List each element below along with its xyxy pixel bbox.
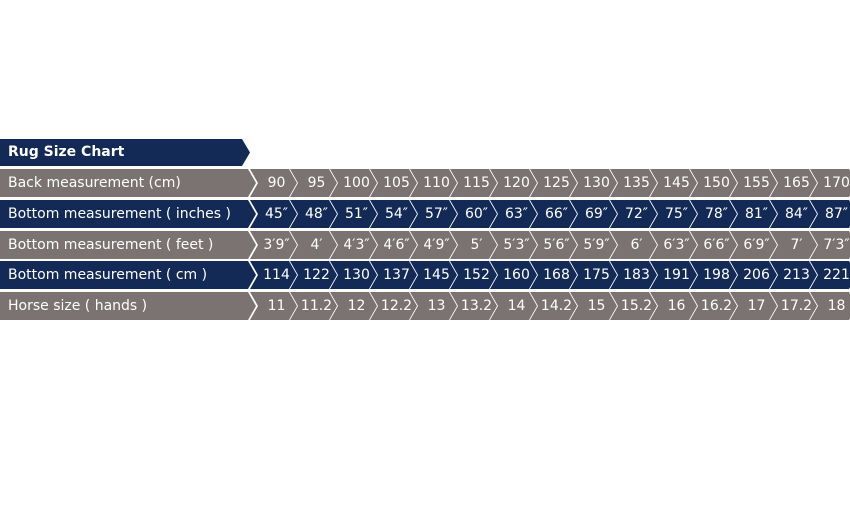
size-cell: 11.2 (290, 292, 337, 320)
table-row: Bottom measurement ( feet ) 3′9″ 4′ 4′3″ 4′6… (0, 231, 850, 259)
size-cell: 5′3″ (490, 231, 537, 259)
row-label: Horse size ( hands ) (0, 292, 256, 320)
size-cell: 14.2 (530, 292, 577, 320)
size-cell: 4′3″ (330, 231, 377, 259)
size-cell: 6′6″ (690, 231, 737, 259)
size-cell: 122 (290, 261, 337, 289)
size-cell: 95 (290, 169, 337, 197)
size-cell: 57″ (410, 200, 457, 228)
size-cell: 105 (370, 169, 417, 197)
size-cell: 7′ (770, 231, 817, 259)
size-cell: 165 (770, 169, 817, 197)
size-cell: 4′ (290, 231, 337, 259)
size-cell: 72″ (610, 200, 657, 228)
size-cell: 78″ (690, 200, 737, 228)
size-cell: 16 (650, 292, 697, 320)
size-cell: 168 (530, 261, 577, 289)
size-cell: 15.2 (610, 292, 657, 320)
table-row: Back measurement (cm) 90 95 100 105 110 115 120… (0, 169, 850, 197)
size-cell: 6′ (610, 231, 657, 259)
row-label: Bottom measurement ( cm ) (0, 261, 256, 289)
size-cell: 12.2 (370, 292, 417, 320)
row-label: Bottom measurement ( feet ) (0, 231, 256, 259)
size-cell: 51″ (330, 200, 377, 228)
size-cell: 183 (610, 261, 657, 289)
size-cell: 5′ (450, 231, 497, 259)
size-cell: 15 (570, 292, 617, 320)
size-cell: 6′3″ (650, 231, 697, 259)
size-cell: 54″ (370, 200, 417, 228)
size-cell: 13.2 (450, 292, 497, 320)
size-cell: 4′6″ (370, 231, 417, 259)
size-cell: 130 (330, 261, 377, 289)
table-row: Bottom measurement ( cm ) 114 122 130 137 145… (0, 261, 850, 289)
size-cell: 84″ (770, 200, 817, 228)
size-cell: 130 (570, 169, 617, 197)
size-cell: 145 (650, 169, 697, 197)
size-cell: 6′9″ (730, 231, 777, 259)
size-cell: 17 (730, 292, 777, 320)
size-cell: 13 (410, 292, 457, 320)
size-cell: 125 (530, 169, 577, 197)
size-cell: 145 (410, 261, 457, 289)
size-cell: 5′6″ (530, 231, 577, 259)
size-cell: 135 (610, 169, 657, 197)
row-label: Back measurement (cm) (0, 169, 256, 197)
size-cell: 115 (450, 169, 497, 197)
size-cell: 16.2 (690, 292, 737, 320)
size-cell: 175 (570, 261, 617, 289)
size-cell: 5′9″ (570, 231, 617, 259)
size-cell: 152 (450, 261, 497, 289)
size-cell: 12 (330, 292, 377, 320)
size-cell: 114 (250, 261, 297, 289)
size-cell: 170 (810, 169, 850, 197)
size-cell: 100 (330, 169, 377, 197)
size-cell: 48″ (290, 200, 337, 228)
size-cell: 14 (490, 292, 537, 320)
table-row: Bottom measurement ( inches ) 45″ 48″ 51″ 54… (0, 200, 850, 228)
size-cell: 120 (490, 169, 537, 197)
size-cell: 17.2 (770, 292, 817, 320)
size-cell: 69″ (570, 200, 617, 228)
size-cell: 45″ (250, 200, 297, 228)
size-cell: 3′9″ (250, 231, 297, 259)
size-cell: 137 (370, 261, 417, 289)
row-label: Bottom measurement ( inches ) (0, 200, 256, 228)
size-cell: 11 (250, 292, 297, 320)
size-cell: 75″ (650, 200, 697, 228)
size-cell: 66″ (530, 200, 577, 228)
size-cell: 213 (770, 261, 817, 289)
size-cell: 90 (250, 169, 297, 197)
chart-title: Rug Size Chart (0, 139, 250, 166)
size-cell: 160 (490, 261, 537, 289)
size-cell: 150 (690, 169, 737, 197)
size-cell: 81″ (730, 200, 777, 228)
size-cell: 155 (730, 169, 777, 197)
size-cell: 191 (650, 261, 697, 289)
size-cell: 63″ (490, 200, 537, 228)
size-cell: 60″ (450, 200, 497, 228)
size-cell: 4′9″ (410, 231, 457, 259)
size-cell: 206 (730, 261, 777, 289)
table-row: Horse size ( hands ) 11 11.2 12 12.2 13 13.2 14… (0, 292, 850, 320)
size-cell: 198 (690, 261, 737, 289)
size-cell: 110 (410, 169, 457, 197)
